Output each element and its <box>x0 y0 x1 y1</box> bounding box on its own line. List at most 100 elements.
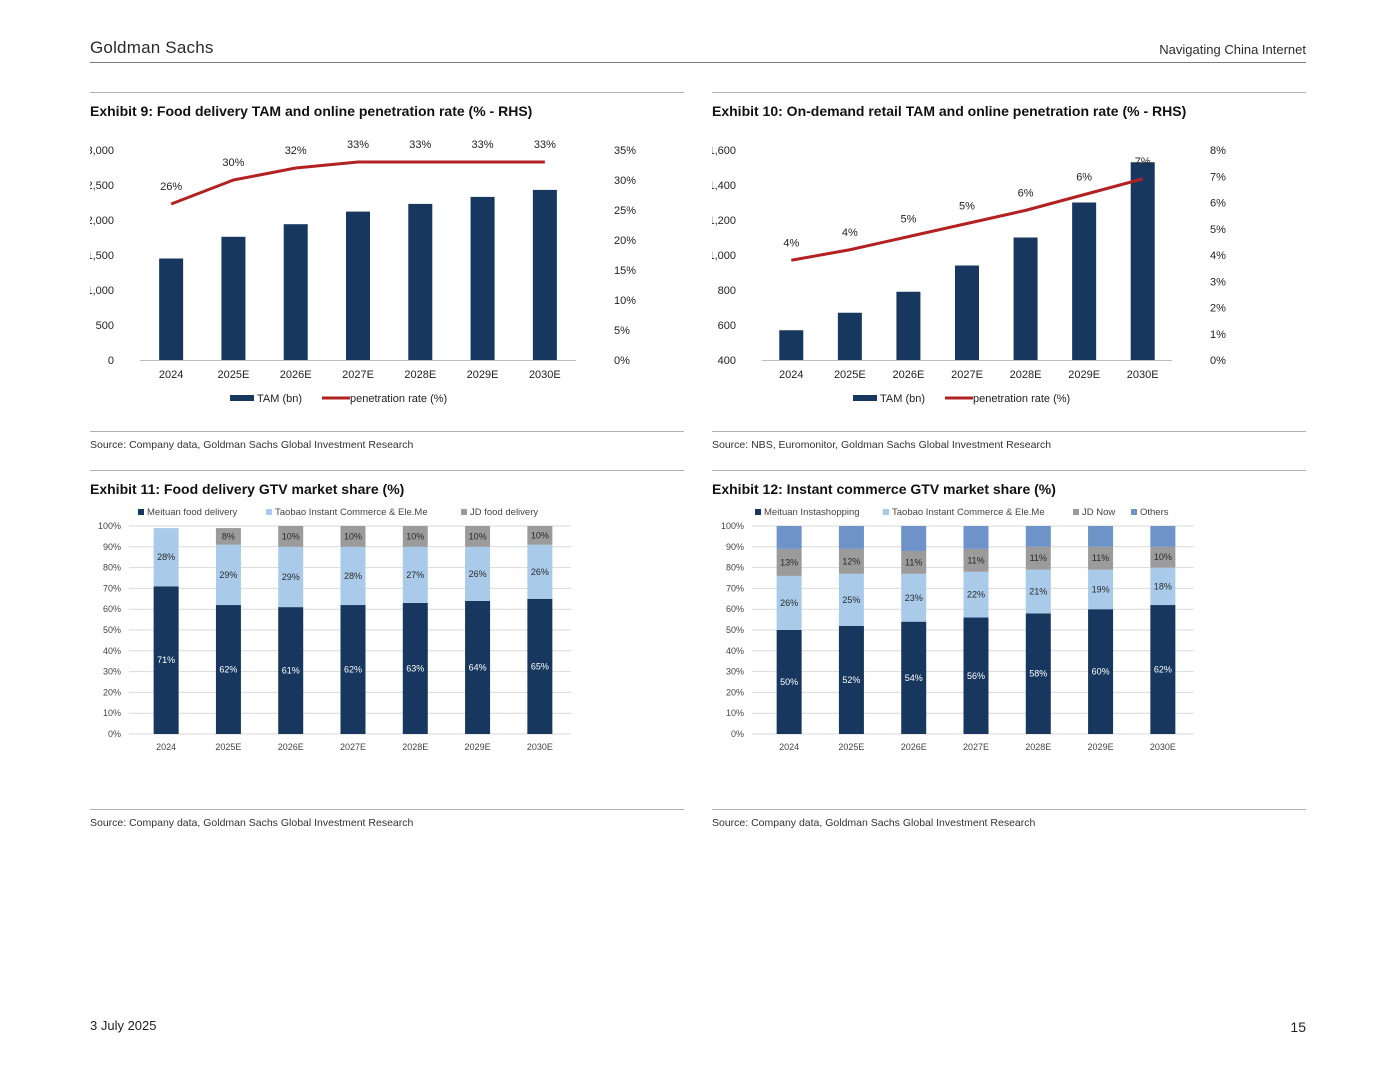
stack-segment <box>1025 569 1051 614</box>
segment-data-label: 10% <box>282 531 300 541</box>
y-tick-label: 30% <box>726 667 744 677</box>
stack-segment <box>1150 567 1176 606</box>
panel-bottom-rule <box>90 431 684 432</box>
x-tick-label: 2027E <box>951 369 983 381</box>
stack-segment <box>527 526 553 545</box>
y2-tick-label: 6% <box>1210 198 1226 210</box>
stack-segment <box>402 546 428 603</box>
exhibit-11-panel: Exhibit 11: Food delivery GTV market sha… <box>90 470 684 840</box>
segment-data-label: 28% <box>344 571 362 581</box>
segment-data-label: 10% <box>344 531 362 541</box>
x-tick-label: 2025E <box>834 369 866 381</box>
segment-data-label: 23% <box>905 593 923 603</box>
legend-label: Others <box>1140 507 1169 518</box>
y-tick-label: 50% <box>103 625 121 635</box>
segment-data-label: 58% <box>1029 669 1047 679</box>
y2-tick-label: 0% <box>1210 355 1226 367</box>
tam-bar <box>470 196 495 360</box>
stack-segment <box>1150 605 1176 734</box>
y-tick-label: 100% <box>721 521 744 531</box>
x-tick-label: 2029E <box>465 742 491 752</box>
y-tick-label: 800 <box>718 285 736 297</box>
segment-data-label: 64% <box>469 662 487 672</box>
legend-swatch <box>1131 509 1137 515</box>
stack-segment <box>1150 526 1176 547</box>
stack-segment <box>1150 546 1176 568</box>
legend-swatch <box>138 509 144 515</box>
penetration-data-label: 33% <box>534 139 556 151</box>
y-tick-label: 20% <box>103 687 121 697</box>
stack-segment <box>527 598 553 734</box>
exhibit-9-chart: 0 500 1,000 1,500 2,000 2,500 3,000 0% 5% 10% 15% 2… <box>90 139 636 405</box>
penetration-data-label: 33% <box>409 139 431 151</box>
segment-data-label: 52% <box>842 675 860 685</box>
tam-bar <box>955 265 979 360</box>
tam-bar <box>779 330 804 360</box>
legend-swatch-tam <box>230 395 254 401</box>
exhibit-11-title: Exhibit 11: Food delivery GTV market sha… <box>90 481 405 497</box>
segment-data-label: 13% <box>780 557 798 567</box>
y-tick-label: 0% <box>731 729 744 739</box>
y-tick-label: 1,200 <box>712 215 736 227</box>
exhibit-12-panel: Exhibit 12: Instant commerce GTV market … <box>712 470 1306 840</box>
panel-top-rule <box>90 470 684 471</box>
y2-tick-label: 15% <box>614 265 636 277</box>
exhibit-9-title: Exhibit 9: Food delivery TAM and online … <box>90 103 533 119</box>
y-tick-label: 1,500 <box>90 250 114 262</box>
y-tick-label: 400 <box>718 355 736 367</box>
y2-tick-label: 8% <box>1210 145 1226 157</box>
exhibit-9-source: Source: Company data, Goldman Sachs Glob… <box>90 439 414 451</box>
y2-tick-label: 2% <box>1210 303 1226 315</box>
stack-segment <box>963 617 989 734</box>
legend-label: Taobao Instant Commerce & Ele.Me <box>892 507 1045 518</box>
segment-data-label: 63% <box>406 663 424 673</box>
exhibit-10-chart: 400 600 800 1,000 1,200 1,400 1,600 0% 1% 2% 3% 4% 5… <box>712 145 1226 405</box>
header-brand: Goldman Sachs <box>90 38 214 57</box>
y-tick-label: 1,600 <box>712 145 736 157</box>
y-tick-label: 90% <box>726 542 744 552</box>
x-tick-label: 2024 <box>779 369 803 381</box>
stack-segment <box>901 550 927 574</box>
exhibit-10-title: Exhibit 10: On-demand retail TAM and onl… <box>712 103 1187 119</box>
y-tick-label: 60% <box>726 604 744 614</box>
stack-segment <box>278 546 304 608</box>
y2-tick-label: 30% <box>614 175 636 187</box>
tam-bar <box>346 211 370 360</box>
y-tick-label: 1,000 <box>90 285 114 297</box>
stack-segment <box>278 526 304 547</box>
stack-segment <box>465 526 491 547</box>
x-tick-label: 2025E <box>838 742 864 752</box>
legend-swatch <box>266 509 272 515</box>
y2-tick-label: 3% <box>1210 276 1226 288</box>
x-tick-label: 2024 <box>156 742 176 752</box>
legend-label-tam: TAM (bn) <box>257 393 302 405</box>
y-tick-label: 80% <box>726 563 744 573</box>
x-tick-label: 2029E <box>1068 369 1100 381</box>
stack-segment <box>278 607 304 734</box>
segment-data-label: 10% <box>1154 552 1172 562</box>
segment-data-label: 65% <box>531 661 549 671</box>
segment-data-label: 26% <box>469 569 487 579</box>
y-tick-label: 500 <box>96 320 114 332</box>
legend-label: Meituan food delivery <box>147 507 238 518</box>
stack-segment <box>776 526 802 549</box>
y2-tick-label: 0% <box>614 355 630 367</box>
stack-segment <box>901 621 927 734</box>
tam-bar <box>283 224 308 360</box>
y-tick-label: 3,000 <box>90 145 114 157</box>
y2-tick-label: 7% <box>1210 171 1226 183</box>
panel-top-rule <box>90 92 684 93</box>
segment-data-label: 26% <box>531 567 549 577</box>
segment-data-label: 26% <box>780 598 798 608</box>
segment-data-label: 11% <box>967 555 984 565</box>
segment-data-label: 11% <box>905 557 922 567</box>
stack-segment <box>465 546 491 601</box>
y-tick-label: 20% <box>726 687 744 697</box>
legend-label: Meituan Instashopping <box>764 507 860 518</box>
tam-bar <box>221 236 246 360</box>
stack-segment <box>215 605 241 734</box>
panel-top-rule <box>712 92 1306 93</box>
segment-data-label: 50% <box>780 677 798 687</box>
legend-swatch-tam <box>853 395 877 401</box>
y-tick-label: 40% <box>103 646 121 656</box>
